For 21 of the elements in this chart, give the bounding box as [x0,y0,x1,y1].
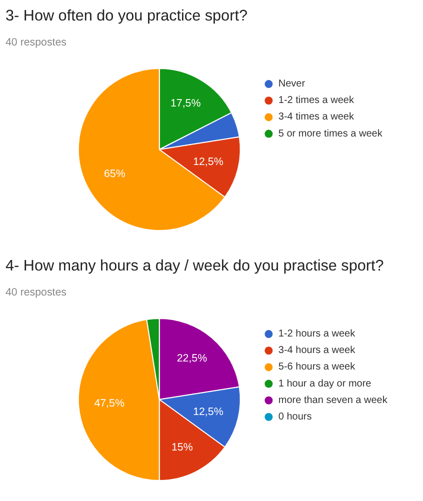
data-label: 65% [104,168,126,180]
legend-label: 1 hour a day or more [278,378,372,390]
legend-label: 1-2 hours a week [278,328,356,340]
data-label: 15% [171,442,194,454]
chart-subtitle: 40 respostes [6,36,67,48]
legend-label: 0 hours [278,411,312,422]
data-label: 12,5% [193,406,224,418]
data-label: 22,5% [176,352,208,364]
legend-label: more than seven a week [278,394,388,406]
chart-title: 3- How often do you practice sport? [6,8,248,24]
data-label: 47,5% [94,398,125,410]
data-label: 12,5% [193,156,224,168]
data-label: 17,5% [170,97,202,110]
legend-label: 5 or more times a week [278,128,384,140]
chart-title: 4- How many hours a day / week do you practise sport? [6,258,384,274]
legend-label: Never [278,78,306,90]
legend-label: 3-4 hours a week [278,345,356,356]
legend-label: 3-4 times a week [278,112,355,123]
legend-label: 1-2 times a week [278,95,355,106]
chart-subtitle: 40 respostes [6,286,67,298]
legend-label: 5-6 hours a week [278,362,356,373]
